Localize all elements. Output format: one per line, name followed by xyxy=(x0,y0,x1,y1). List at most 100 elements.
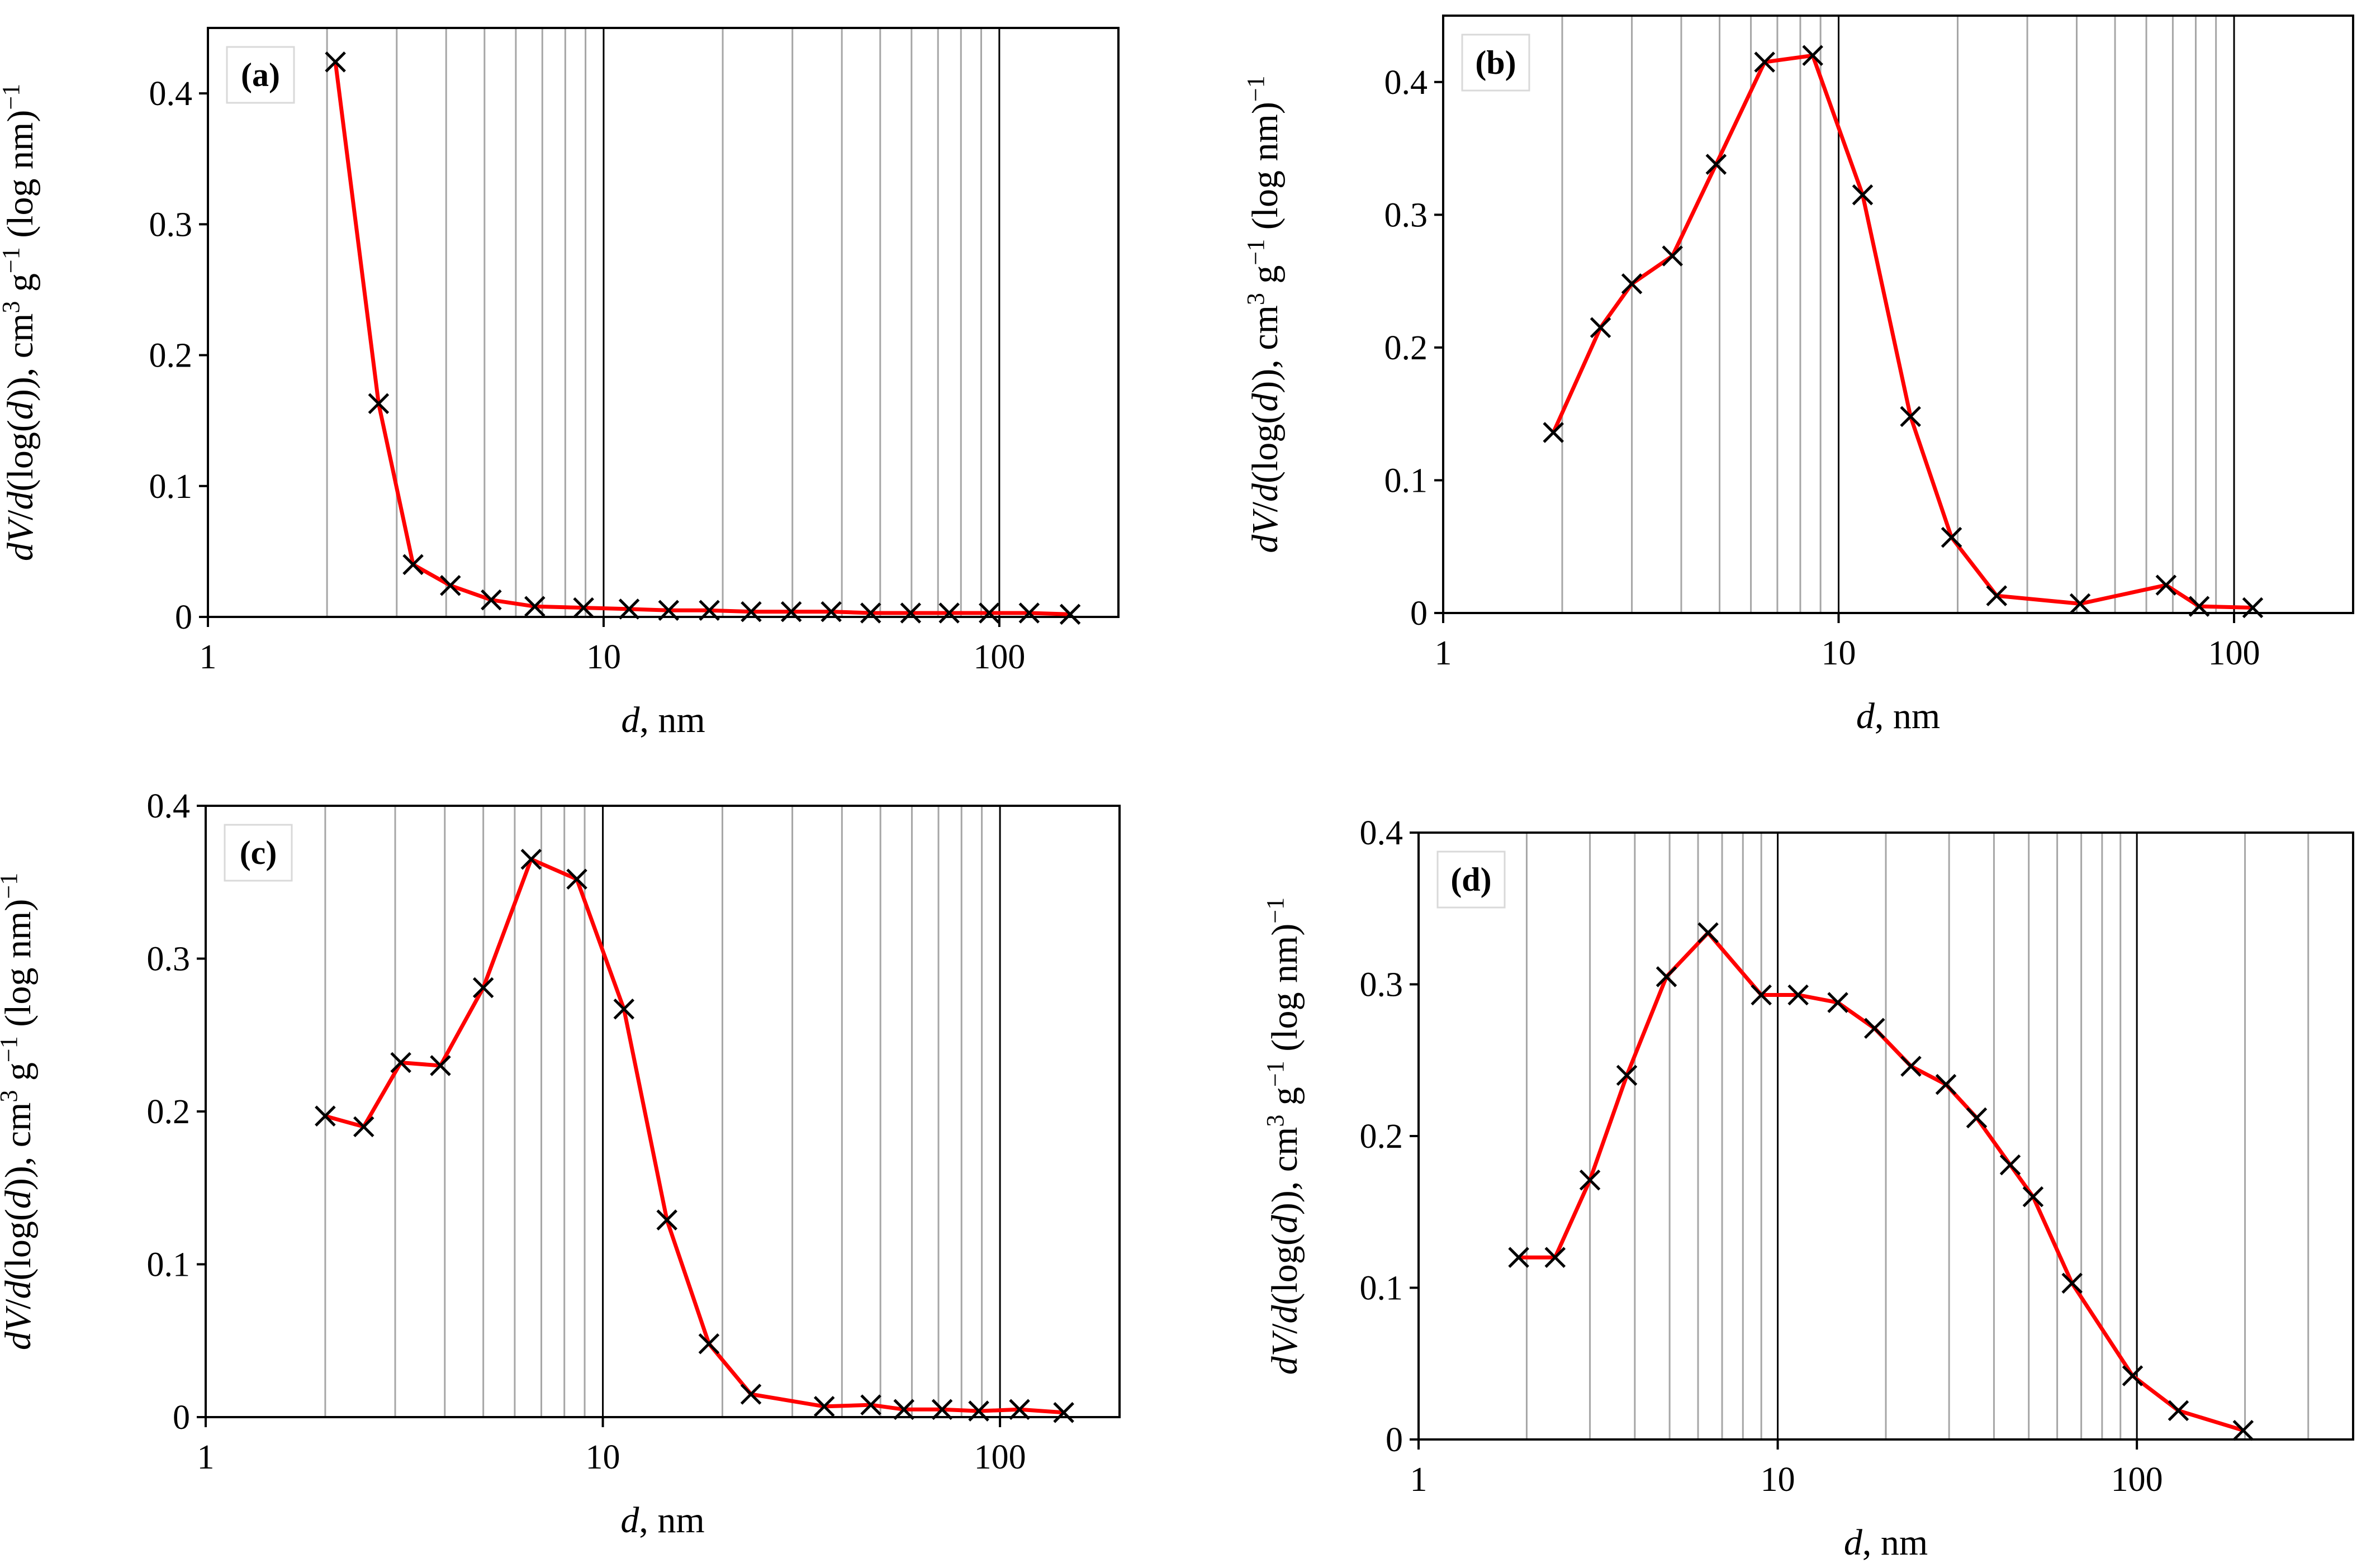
marker-stroke xyxy=(740,1384,762,1405)
x-tick-label: 10 xyxy=(586,1438,620,1476)
panel-label: (a) xyxy=(241,56,280,93)
y-tick-label: 0.4 xyxy=(149,75,193,113)
marker-stroke xyxy=(1827,992,1848,1013)
x-tick-label: 1 xyxy=(1410,1461,1428,1499)
marker-stroke xyxy=(1966,1107,1988,1129)
marker-stroke xyxy=(658,600,680,621)
marker-stroke xyxy=(698,1333,720,1355)
marker-stroke xyxy=(1656,966,1677,987)
marker-stroke xyxy=(618,598,640,620)
marker-stroke xyxy=(1543,422,1564,443)
data-point xyxy=(390,1052,411,1073)
panel-label: (c) xyxy=(240,834,277,871)
y-tick-label: 0 xyxy=(1410,595,1428,633)
marker-stroke xyxy=(1705,154,1727,175)
marker-stroke xyxy=(1900,1056,1922,1077)
y-tick-label: 0 xyxy=(175,598,192,636)
data-point xyxy=(1754,51,1775,73)
marker-stroke xyxy=(1802,45,1823,66)
marker-stroke xyxy=(780,601,802,623)
data-point xyxy=(699,600,720,621)
marker-stroke xyxy=(1059,604,1081,625)
data-point xyxy=(1999,1154,2021,1176)
x-axis-title: d, nm xyxy=(1844,1522,1928,1563)
data-point xyxy=(2188,596,2210,617)
marker-stroke xyxy=(938,602,960,624)
marker-stroke xyxy=(1863,1018,1885,1039)
marker-stroke xyxy=(1986,585,2008,606)
marker-stroke xyxy=(2069,593,2091,615)
data-point xyxy=(1941,526,1962,548)
data-point xyxy=(893,1399,915,1420)
marker-stroke xyxy=(1053,1402,1074,1423)
data-point xyxy=(2242,597,2264,619)
data-point xyxy=(325,51,346,73)
marker-stroke xyxy=(2022,1186,2044,1208)
panel-label-box: (d) xyxy=(1436,850,1506,909)
data-point xyxy=(1053,1402,1074,1423)
series-line xyxy=(1519,930,2244,1433)
data-point xyxy=(1986,585,2008,606)
panel-label: (b) xyxy=(1475,44,1516,81)
y-tick-label: 0.2 xyxy=(1360,1118,1403,1156)
marker-stroke xyxy=(1941,526,1962,548)
data-point xyxy=(1009,1399,1030,1420)
panel-label: (d) xyxy=(1450,861,1491,898)
marker-stroke xyxy=(1935,1073,1957,1095)
data-point xyxy=(1018,602,1040,624)
data-point xyxy=(1059,604,1081,625)
data-point xyxy=(780,601,802,623)
data-point xyxy=(938,602,960,624)
marker-stroke xyxy=(741,601,762,623)
panel-label-box: (b) xyxy=(1461,34,1530,92)
y-tick-label: 0.4 xyxy=(147,787,191,825)
y-axis-title: dV/d(log(d)), cm3 g−1 (log nm)−1 xyxy=(1242,75,1286,553)
x-tick-label: 100 xyxy=(974,1438,1026,1476)
marker-stroke xyxy=(430,1055,451,1076)
marker-stroke xyxy=(1616,1065,1638,1086)
y-tick-label: 0.2 xyxy=(149,337,193,375)
y-tick-label: 0.4 xyxy=(1360,814,1403,852)
y-tick-label: 0.2 xyxy=(1384,329,1428,367)
marker-stroke xyxy=(1754,51,1775,73)
marker-stroke xyxy=(699,600,720,621)
data-point xyxy=(1863,1018,1885,1039)
y-tick-label: 0.1 xyxy=(147,1246,191,1284)
data-point xyxy=(573,597,594,619)
x-tick-label: 10 xyxy=(1761,1461,1795,1499)
marker-stroke xyxy=(1751,984,1772,1006)
data-point xyxy=(2122,1365,2144,1386)
marker-stroke xyxy=(1590,317,1611,339)
data-point xyxy=(1705,154,1727,175)
data-point xyxy=(618,598,640,620)
data-point xyxy=(520,848,542,870)
marker-stroke xyxy=(2061,1272,2083,1294)
y-tick-label: 0.3 xyxy=(1360,966,1403,1004)
x-axis-title: d, nm xyxy=(621,700,705,740)
data-point xyxy=(368,393,390,414)
marker-stroke xyxy=(968,1400,989,1422)
marker-stroke xyxy=(1697,922,1719,943)
marker-stroke xyxy=(472,977,494,999)
x-axis-title: d, nm xyxy=(620,1500,704,1541)
marker-stroke xyxy=(1999,1154,2021,1176)
data-point xyxy=(1656,966,1677,987)
marker-stroke xyxy=(613,998,635,1020)
marker-stroke xyxy=(368,393,390,414)
marker-stroke xyxy=(1662,245,1683,267)
panel-label-frame xyxy=(1436,850,1506,909)
data-point xyxy=(2168,1400,2189,1422)
data-point xyxy=(1697,922,1719,943)
y-tick-label: 0 xyxy=(1386,1421,1403,1459)
marker-stroke xyxy=(2242,597,2264,619)
marker-stroke xyxy=(353,1116,374,1138)
data-point xyxy=(658,600,680,621)
data-point xyxy=(1966,1107,1988,1129)
marker-stroke xyxy=(2155,574,2177,596)
data-point xyxy=(813,1396,835,1417)
data-point xyxy=(931,1399,953,1420)
data-point xyxy=(1751,984,1772,1006)
marker-stroke xyxy=(325,51,346,73)
marker-stroke xyxy=(566,868,587,890)
